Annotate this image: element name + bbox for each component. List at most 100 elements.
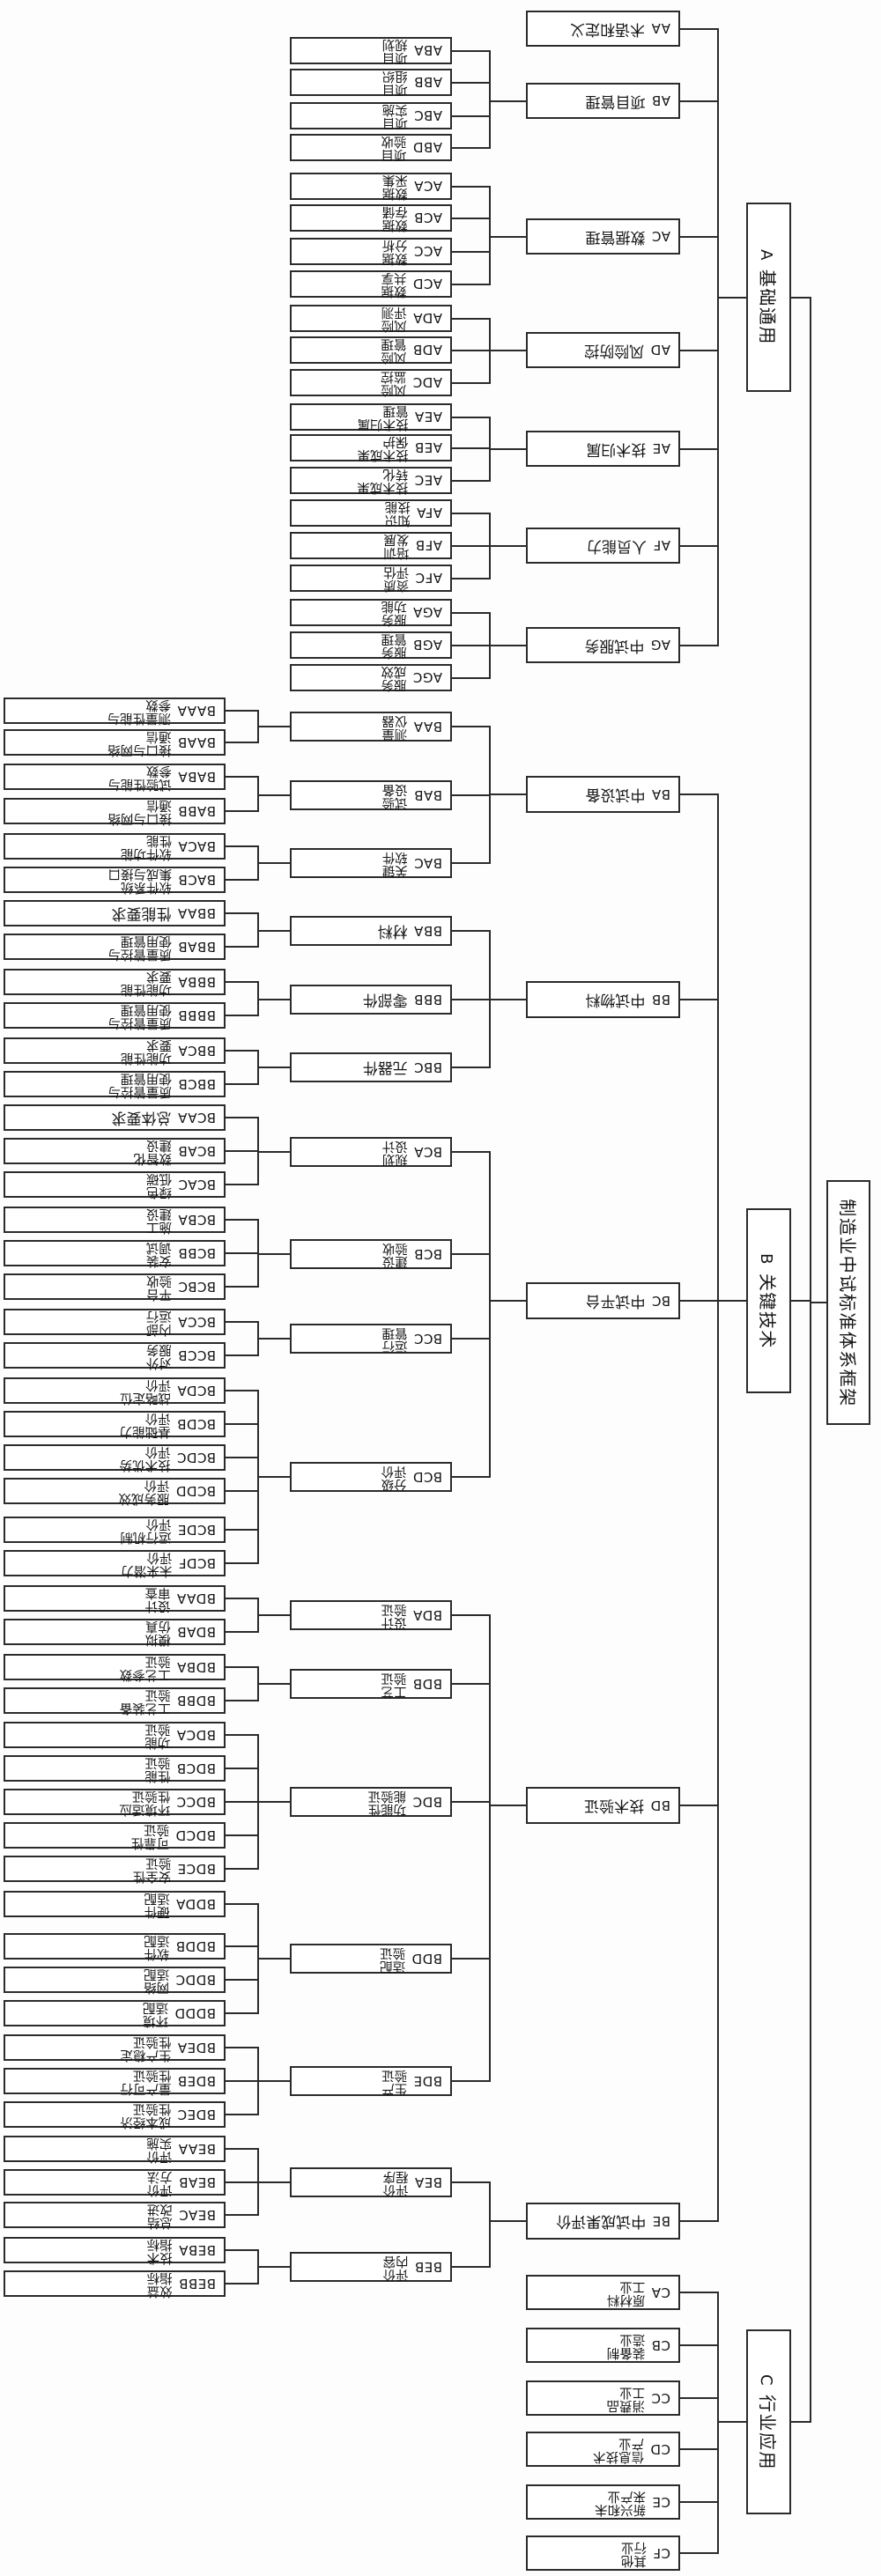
- node-BE: BE 中试成果评价: [526, 2203, 680, 2240]
- rotated-text-wrap: BEBB 效益 指标: [5, 2270, 224, 2298]
- node-ABA: ABA 项目 规划: [290, 37, 452, 64]
- connector-line: [226, 810, 258, 812]
- node-code: BDCE: [177, 1861, 216, 1877]
- connector-line: [680, 100, 718, 102]
- connector-line: [811, 1302, 826, 1303]
- rotated-text-wrap: BC 中试平台: [528, 1284, 678, 1318]
- node-label: 服务 成效: [381, 664, 407, 692]
- rotated-text-wrap: BCDE 运行机制 评价: [5, 1517, 224, 1544]
- node-label: 质量管控与 使用管理: [107, 1071, 172, 1098]
- node-code: BBB: [413, 992, 442, 1008]
- node-code: BBCB: [177, 1076, 216, 1092]
- node-code: ABA: [413, 42, 442, 59]
- connector-line: [226, 1117, 258, 1118]
- node-BA: BA 中试设备: [526, 776, 680, 813]
- node-code: BDC: [412, 1794, 442, 1810]
- node-label: 可靠性 验证: [130, 1822, 170, 1849]
- node-label: 中试平台: [585, 1292, 646, 1310]
- node-code: AEB: [414, 439, 442, 456]
- node-label: 运行机制 评价: [120, 1517, 172, 1544]
- rotated-text-wrap: BBB 零部件: [292, 986, 450, 1013]
- node-label: 质量管控与 使用管理: [107, 1002, 172, 1030]
- node-label: 风险 管理: [381, 336, 407, 365]
- node-label: 生产稳定 性验证: [120, 2034, 172, 2062]
- connector-line: [680, 2344, 718, 2346]
- rotated-text-wrap: CB 装备制 造业: [528, 2329, 678, 2361]
- connector-line: [226, 2047, 258, 2048]
- connector-line: [258, 930, 290, 932]
- node-label: 新兴和未 来产业: [595, 2489, 647, 2516]
- node-code: BCAC: [178, 1177, 216, 1192]
- node-code: BB: [651, 992, 670, 1008]
- connector-line: [226, 912, 258, 914]
- connector-line: [452, 185, 490, 188]
- node-code: BABB: [177, 803, 216, 819]
- rotated-text-wrap: AD 风险防控: [528, 334, 678, 366]
- node-BCBA: BCBA 施工 建设: [4, 1207, 226, 1234]
- rotated-text-wrap: AFC 资质 评估: [292, 565, 450, 593]
- node-code: BDAA: [176, 1591, 216, 1606]
- node-label: 人员能力: [587, 536, 648, 555]
- node-BEB: BEB 评价 内容: [290, 2252, 452, 2282]
- rotated-text-wrap: BEB 评价 内容: [292, 2254, 450, 2281]
- node-label: 平台 验收: [145, 1273, 172, 1301]
- node-code: BEBA: [178, 2242, 216, 2258]
- rotated-text-wrap: BBCA 功能性能 要求: [5, 1037, 224, 1065]
- node-label: 技术 指标: [146, 2237, 173, 2264]
- rotated-text-wrap: BBAB 质量管控与 使用管理: [5, 934, 224, 961]
- node-code: AG: [650, 637, 670, 653]
- node-label: 试验性能与 参数: [107, 764, 172, 791]
- connector-line: [490, 447, 526, 450]
- node-label: 接口与网络 通信: [107, 729, 172, 757]
- connector-line: [452, 81, 490, 84]
- connector-line: [452, 930, 490, 932]
- node-label: 技术优势 评价: [119, 1444, 171, 1472]
- node-CF: CF 其他 行业: [526, 2535, 680, 2571]
- rotated-text-wrap: AEA 技术归属 管理: [292, 404, 450, 432]
- connector-line: [452, 2080, 490, 2082]
- node-label: 消费品 工业: [606, 2385, 646, 2412]
- rotated-text-wrap: BDCA 功能 验证: [5, 1722, 224, 1749]
- rotated-text-wrap: BCBC 平台 验收: [5, 1273, 224, 1301]
- node-BEAB: BEAB 评价 方法: [4, 2169, 226, 2196]
- node-code: BCCB: [177, 1347, 216, 1363]
- connector-line: [258, 794, 290, 796]
- rotated-text-wrap: BCAB 数智化 建设: [5, 1138, 224, 1165]
- node-label: 设计 验证: [381, 1602, 407, 1629]
- node-code: CC: [651, 2390, 670, 2406]
- connector-line: [680, 2552, 718, 2554]
- rotated-text-wrap: AGB 服务 管理: [292, 632, 450, 660]
- node-label: 生产 验证: [381, 2068, 408, 2095]
- node-code: BCA: [413, 1144, 442, 1160]
- node-AA: AA 术语和定义: [526, 11, 680, 47]
- node-code: BCBA: [177, 1212, 216, 1228]
- node-code: BDEA: [177, 2040, 216, 2056]
- node-code: BDBB: [176, 1693, 216, 1709]
- rotated-text-wrap: BCC 运行 管理: [292, 1325, 450, 1353]
- rotated-text-wrap: BAAA 测量性能与 参数: [5, 698, 224, 725]
- node-code: A: [757, 249, 776, 262]
- rotated-text-wrap: BBBA 功能性能 要求: [5, 969, 224, 996]
- rotated-text-wrap: BACA 软件功能 性能: [5, 833, 224, 860]
- node-code: BDCD: [175, 1827, 216, 1843]
- connector-line: [680, 2501, 718, 2503]
- node-BAC: BAC 关键 软件: [290, 848, 452, 878]
- node-label: 规划 设计: [381, 1139, 408, 1166]
- node-label: 测量性能与 参数: [107, 698, 172, 725]
- rotated-text-wrap: AF 人员能力: [528, 529, 678, 562]
- node-BEA: BEA 评价 程序: [290, 2167, 452, 2197]
- node-code: AC: [651, 228, 670, 245]
- rotated-text-wrap: ACD 数据 共享: [292, 271, 450, 299]
- connector-line: [258, 1958, 290, 1960]
- node-label: 工艺 验证: [381, 1671, 407, 1698]
- rotated-text-wrap: BDCE 安全性 验证: [5, 1856, 224, 1883]
- node-code: BDCC: [176, 1794, 216, 1810]
- node-label: 成本经济 性验证: [120, 2101, 172, 2129]
- connector-line: [452, 544, 490, 547]
- node-code: ABB: [413, 74, 442, 91]
- node-label: 基础通用: [757, 269, 779, 345]
- rotated-text-wrap: BCDA 战略定位 评价: [5, 1377, 224, 1405]
- node-code: ACA: [413, 178, 442, 195]
- connector-line: [490, 235, 526, 238]
- connector-line: [226, 2181, 258, 2183]
